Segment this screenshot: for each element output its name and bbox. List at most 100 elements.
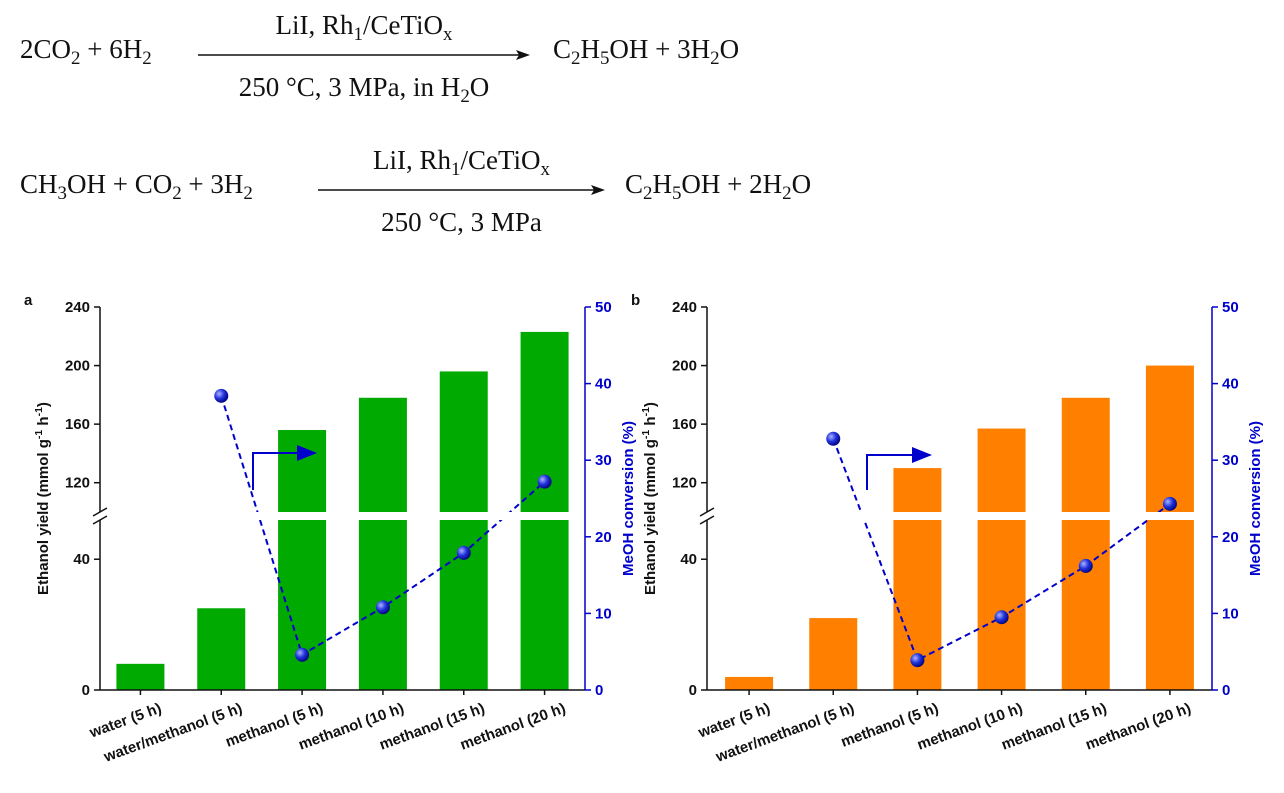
text-run: Ethanol yield (mmol g [35,439,52,595]
y2-axis-title: MeOH conversion (%) [620,421,637,576]
text-run: 3 [58,183,67,204]
y2-tick-label: 20 [595,529,612,546]
x-tick-label: water/methanol (5 h) [101,700,245,766]
conversion-point [1078,558,1093,573]
text-run: 2 [243,183,252,204]
arrow-head [516,50,530,60]
conversion-point [826,431,841,446]
text-run: 1 [451,159,460,180]
text-run: 5 [600,48,609,69]
y-tick-label: 120 [65,475,90,492]
text-run: 2 [571,48,580,69]
y-tick-label: 0 [689,682,697,699]
bar [809,618,858,690]
text-run: OH + 2H [681,169,782,199]
text-run: -1 [33,407,45,416]
text-run: O [470,72,490,102]
text-run: C [625,169,643,199]
products: C2H5OH + 3H2O [553,34,739,69]
conversion-point [295,647,310,662]
conversion-point [1162,496,1177,511]
text-run: O [792,169,812,199]
panel-label: a [24,292,33,309]
text-run: 250 °C, 3 MPa [381,207,542,237]
text-run: ) [642,402,659,407]
text-run: 2 [782,183,791,204]
y2-tick-label: 0 [595,682,603,699]
y-axis-title: Ethanol yield (mmol g-1 h-1) [33,402,52,595]
conditions: 250 °C, 3 MPa [381,207,542,237]
y-axis-title: Ethanol yield (mmol g-1 h-1) [640,402,659,595]
text-run: /CeTiO [363,10,443,40]
y2-tick-label: 0 [1222,682,1230,699]
y-tick-label: 40 [73,551,90,568]
y-tick-label: 40 [680,551,697,568]
reactants: CH3OH + CO2 + 3H2 [20,169,253,204]
text-run: x [541,159,551,180]
y2-tick-label: 50 [595,299,612,316]
text-run: C [553,34,571,64]
text-run: ) [35,402,52,407]
bar [439,371,488,690]
axis-pointer-arrow [252,445,317,490]
text-run: + 6H [80,34,142,64]
text-run: Ethanol yield (mmol g [642,439,659,595]
bar [977,428,1026,690]
axis-break-mark [92,507,108,525]
y2-tick-label: 10 [595,605,612,622]
text-run: CH [20,169,58,199]
bar [1145,365,1194,690]
text-run: 2 [71,48,80,69]
axis-break-gap [101,512,584,520]
bar [197,608,246,690]
products: C2H5OH + 2H2O [625,169,811,204]
text-run: O [720,34,740,64]
text-run: H [652,169,672,199]
axis-pointer-arrow [866,447,932,490]
bar [520,331,569,690]
text-run: 2 [710,48,719,69]
bar [278,430,327,690]
y-tick-label: 240 [65,299,90,316]
text-run: -1 [33,430,45,439]
conversion-point [456,545,471,560]
text-run: 1 [354,24,363,45]
conversion-point [375,600,390,615]
catalyst: LiI, Rh1/CeTiOx [373,145,551,180]
text-run: -1 [640,407,652,416]
text-run: 2 [142,48,151,69]
bar [116,663,165,690]
text-run: LiI, Rh [276,10,354,40]
y2-tick-label: 40 [1222,376,1239,393]
y2-tick-label: 30 [1222,452,1239,469]
conversion-point [214,388,229,403]
text-run: 2 [643,183,652,204]
bar [358,397,407,690]
text-run: 2CO [20,34,71,64]
y2-tick-label: 50 [1222,299,1239,316]
y2-tick-label: 20 [1222,529,1239,546]
text-run: 5 [672,183,681,204]
text-run: OH + 3H [609,34,710,64]
reactants: 2CO2 + 6H2 [20,34,152,69]
axis-break-gap [708,512,1211,520]
arrow-head [591,185,605,195]
y-tick-label: 240 [672,299,697,316]
text-run: 250 °C, 3 MPa, in H [239,72,461,102]
text-run: h [642,416,659,429]
y-tick-label: 160 [672,416,697,433]
y-tick-label: 160 [65,416,90,433]
conditions: 250 °C, 3 MPa, in H2O [239,72,490,107]
y2-tick-label: 40 [595,376,612,393]
text-run: /CeTiO [460,145,540,175]
y2-tick-label: 30 [595,452,612,469]
text-run: 2 [460,86,469,107]
axis-break-mark [699,507,715,525]
catalyst: LiI, Rh1/CeTiOx [276,10,454,45]
text-run: x [443,24,453,45]
text-run: + 3H [182,169,244,199]
y2-tick-label: 10 [1222,605,1239,622]
panel-label: b [631,292,640,309]
y2-axis-title: MeOH conversion (%) [1247,421,1264,576]
